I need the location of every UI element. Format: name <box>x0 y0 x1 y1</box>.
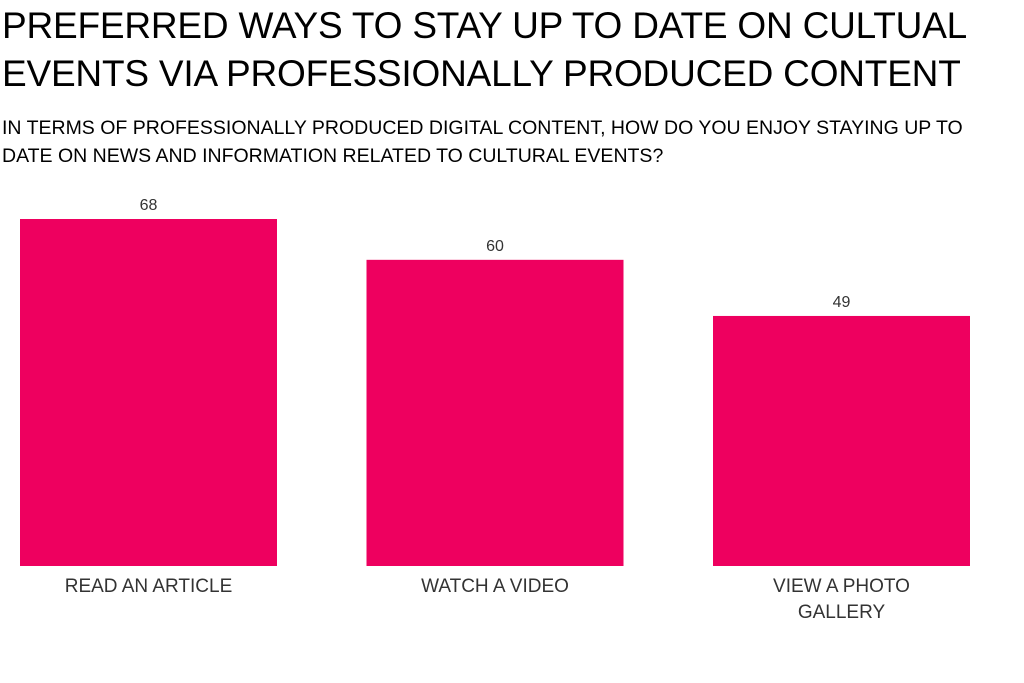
category-label-2: WATCH A VIDEO <box>421 576 569 597</box>
bars-group <box>20 219 970 566</box>
value-label-2: 60 <box>486 238 504 255</box>
chart-subtitle: IN TERMS OF PROFESSIONALLY PRODUCED DIGI… <box>2 117 963 167</box>
category-label-1: READ AN ARTICLE <box>65 576 233 597</box>
category-labels-group: READ AN ARTICLE WATCH A VIDEO VIEW A PHOTO… <box>65 576 910 623</box>
bar-1 <box>20 219 277 566</box>
bar-3 <box>713 315 970 566</box>
category-label-3: VIEW A PHOTO GALLERY <box>773 576 910 623</box>
value-label-1: 68 <box>140 197 158 214</box>
bar-2 <box>366 259 624 566</box>
value-labels-group: 68 60 49 <box>140 197 851 311</box>
value-label-3: 49 <box>833 294 851 311</box>
chart-title: PREFERRED WAYS TO STAY UP TO DATE ON CUL… <box>2 5 966 94</box>
